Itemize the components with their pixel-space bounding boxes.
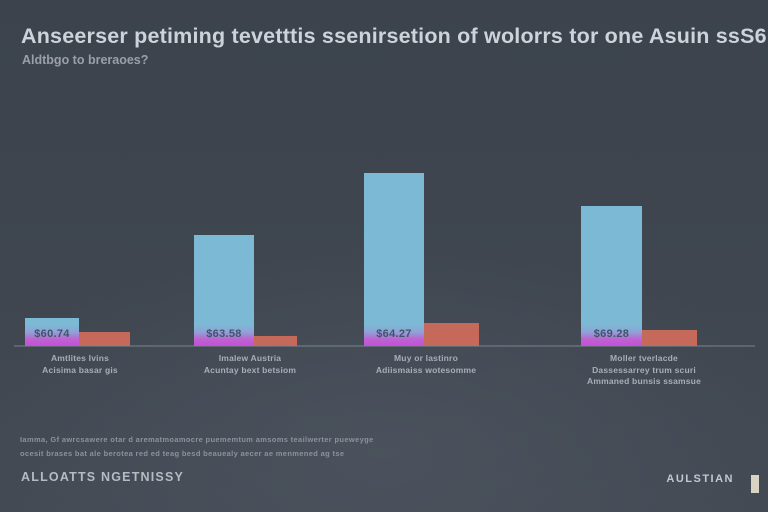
bar-blue-group-4 <box>581 206 642 346</box>
category-label-2-line-1: Imalew Austria <box>218 353 282 363</box>
category-label-2-line-2: Acuntay bext betsiom <box>203 364 297 375</box>
footer-brand-left: ALLOATTS NGETNISSY <box>21 470 185 484</box>
bar-value-label-2: $63.58 <box>206 328 242 340</box>
category-label-4-line-1: Moller tverlacde <box>610 353 678 363</box>
bar-red-group-2 <box>254 336 297 346</box>
bar-red-group-4 <box>642 330 697 346</box>
category-label-4-line-2: Dassessarrey trum scuri <box>592 364 696 375</box>
category-label-4: Moller tverlacde Dassessarrey trum scuri… <box>549 353 739 388</box>
category-label-1-line-2: Acisima basar gis <box>42 364 118 375</box>
category-label-4-line-3: Ammaned bunsis ssamsue <box>587 376 701 386</box>
footer-brand-right: AULSTIAN <box>666 473 734 485</box>
brand-logo-bar-icon <box>751 475 759 493</box>
footnote-line-1: Iamma, Gf awrcsawere otar d arematmoamoc… <box>20 435 374 444</box>
bar-blue-group-1 <box>25 318 79 346</box>
bar-blue-group-3 <box>364 173 424 346</box>
category-label-3-line-1: Muy or lastinro <box>394 353 458 363</box>
footnote-line-2: ocesit brases bat ale berotea red ed tea… <box>20 449 345 458</box>
bar-blue-group-2 <box>194 235 254 346</box>
bar-red-group-1 <box>79 332 130 346</box>
chart-footnote: Iamma, Gf awrcsawere otar d arematmoamoc… <box>20 433 374 461</box>
bar-value-label-1: $60.74 <box>34 328 70 340</box>
category-label-1-line-1: Amtlites Ivins <box>50 353 110 363</box>
bar-red-group-3 <box>424 323 479 346</box>
category-label-3-line-2: Adiismaiss wotesomme <box>375 364 477 375</box>
bar-value-label-3: $64.27 <box>376 328 412 340</box>
category-label-3: Muy or lastinro Adiismaiss wotesomme <box>341 353 511 376</box>
x-axis-line <box>14 345 755 347</box>
chart-title: Anseerser petiming tevetttis ssenirsetio… <box>21 24 767 48</box>
chart-subtitle: Aldtbgo to breraoes? <box>22 53 149 67</box>
bar-value-label-4: $69.28 <box>593 328 630 340</box>
category-label-2: Imalew Austria Acuntay bext betsiom <box>170 353 330 376</box>
category-label-1: Amtlites Ivins Acisima basar gis <box>5 353 155 376</box>
